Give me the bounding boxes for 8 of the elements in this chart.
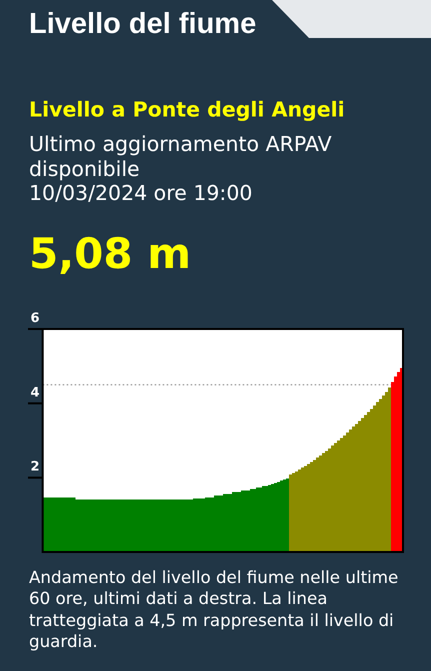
chart-subtitle: Livello a Ponte degli Angeli: [29, 98, 345, 122]
text: Andamento del livello del fiume nelle ultime 60 ore, ultimi dati a destra. La linea tratteggiata a 4,5 m rappresenta il livello di guardia.: [29, 566, 400, 653]
text: Ultimo aggiornamento ARPAV disponibile 10/03/2024 ore 19:00: [29, 132, 333, 206]
y-tick-label: 4: [30, 385, 40, 400]
chart-title: Livello del fiume: [29, 8, 256, 40]
text: 5,08 m: [29, 229, 192, 278]
y-tick-label: 2: [30, 460, 40, 475]
y-tick-label: 6: [30, 311, 40, 326]
